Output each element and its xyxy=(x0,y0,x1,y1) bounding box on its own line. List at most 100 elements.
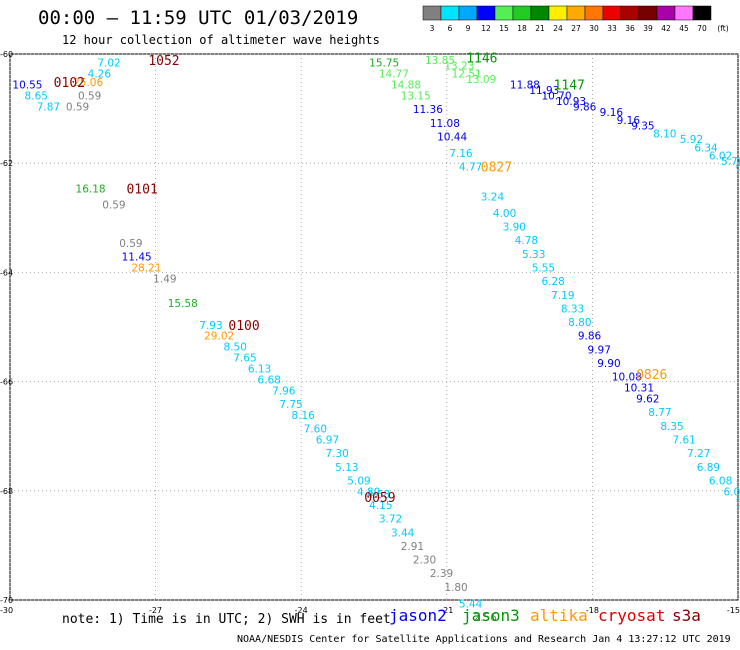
color-scale-swatch xyxy=(602,5,622,21)
wave-height-value: 13.85 xyxy=(425,55,455,67)
wave-height-value: 13.23 xyxy=(444,60,474,72)
lon-tick-label: -30 xyxy=(0,606,13,615)
wave-height-value: 11.36 xyxy=(413,104,443,116)
legend-jason2: jason2 xyxy=(389,606,447,625)
track-time-label: 0100 xyxy=(228,319,259,334)
wave-height-value: 13.09 xyxy=(466,74,496,86)
wave-height-value: 15.75 xyxy=(369,58,399,70)
wave-height-value: 5.44 xyxy=(459,598,483,610)
wave-height-value: 4.77 xyxy=(459,161,482,173)
wave-height-value: 4.26 xyxy=(88,69,112,81)
footer-credit: NOAA/NESDIS Center for Satellite Applica… xyxy=(237,634,731,645)
wave-height-value: 8.50 xyxy=(224,342,247,354)
wave-height-value: 7.61 xyxy=(672,434,695,446)
wave-height-value: 8.33 xyxy=(561,303,584,315)
color-scale-unit: (ft) xyxy=(717,24,728,33)
footer-note: note: 1) Time is in UTC; 2) SWH is in fe… xyxy=(62,612,391,627)
color-scale-label: 12 xyxy=(481,24,491,33)
wave-height-value: 10.08 xyxy=(612,372,642,384)
wave-height-value: 10.31 xyxy=(624,383,654,395)
wave-height-value: 8.77 xyxy=(648,407,671,419)
wave-height-value: 11.88 xyxy=(510,80,540,92)
page-subtitle: 12 hour collection of altimeter wave hei… xyxy=(62,33,380,47)
wave-height-value: 0.59 xyxy=(119,238,142,250)
color-scale-swatch xyxy=(638,5,658,21)
wave-height-value: 5.33 xyxy=(522,249,545,261)
track-time-label: 0059 xyxy=(364,491,395,506)
color-scale-swatch xyxy=(422,5,442,21)
wave-height-value: 6.13 xyxy=(248,363,271,375)
wave-height-value: 5.92 xyxy=(680,134,703,146)
track-time-label: 1146 xyxy=(466,51,497,66)
lon-tick-label: -18 xyxy=(586,606,599,615)
wave-height-value: 2.39 xyxy=(430,568,453,580)
wave-height-value: 6.28 xyxy=(541,276,564,288)
color-scale-swatch xyxy=(656,5,676,21)
wave-height-value: 9.16 xyxy=(600,107,624,119)
wave-height-value: 28.21 xyxy=(131,262,161,274)
color-scale-label: 39 xyxy=(643,24,653,33)
color-scale-swatch xyxy=(620,5,640,21)
wave-height-value: 2.56 xyxy=(473,612,497,624)
wave-height-value: 6.08 xyxy=(709,475,732,487)
wave-height-value: 3.44 xyxy=(391,527,415,539)
wave-height-value: 7.75 xyxy=(279,399,302,411)
wave-height-value: 3.72 xyxy=(379,514,402,526)
wave-height-value: 29.02 xyxy=(204,331,234,343)
wave-height-value: 12.51 xyxy=(452,69,482,81)
wave-height-value: 7.30 xyxy=(325,448,348,460)
lat-tick-label: -62 xyxy=(0,159,13,168)
wave-height-value: 1.80 xyxy=(444,582,467,594)
color-scale-label: 15 xyxy=(499,24,509,33)
wave-height-value: 0.59 xyxy=(66,101,89,113)
wave-height-value: 11.45 xyxy=(122,252,152,264)
wave-height-value: 9.86 xyxy=(573,101,597,113)
wave-height-value: 7.19 xyxy=(551,290,574,302)
wave-height-value: 4.78 xyxy=(515,235,538,247)
wave-height-value: 4.58 xyxy=(367,489,390,501)
wave-height-value: 7.60 xyxy=(304,424,327,436)
wave-height-value: 10.55 xyxy=(12,80,42,92)
wave-height-value: 14.88 xyxy=(391,80,421,92)
track-time-label: 0102 xyxy=(54,76,85,91)
wave-height-value: 9.90 xyxy=(597,358,620,370)
wave-height-value: 9.16 xyxy=(617,115,641,127)
wave-height-value: 11.08 xyxy=(430,118,460,130)
color-scale-swatch xyxy=(674,5,694,21)
wave-height-value: 5.13 xyxy=(335,462,358,474)
wave-height-value: 9.86 xyxy=(578,331,602,343)
wave-height-value: 6.07 xyxy=(723,486,740,498)
color-scale-label: 36 xyxy=(625,24,635,33)
color-scale-label: 42 xyxy=(661,24,671,33)
color-scale-swatch xyxy=(440,5,460,21)
wave-height-value: 0.59 xyxy=(102,200,125,212)
color-scale-label: 21 xyxy=(535,24,545,33)
wave-height-value: 2.30 xyxy=(413,555,436,567)
wave-height-value: 10.44 xyxy=(437,131,467,143)
wave-height-value: 14.77 xyxy=(379,69,409,81)
wave-height-value: 8.80 xyxy=(568,317,591,329)
wave-height-value: 5.09 xyxy=(347,475,370,487)
color-scale-label: 70 xyxy=(697,24,707,33)
lat-tick-label: -60 xyxy=(0,50,13,59)
wave-height-value: 6.97 xyxy=(316,434,339,446)
color-scale-swatch xyxy=(530,5,550,21)
wave-height-value: 1.49 xyxy=(153,273,176,285)
wave-height-value: 8.10 xyxy=(653,129,676,141)
wave-height-value: 4.80 xyxy=(357,486,380,498)
lon-tick-label: -21 xyxy=(440,606,453,615)
wave-height-value: 7.93 xyxy=(199,320,222,332)
wave-height-value: 10.70 xyxy=(541,90,571,102)
color-scale-label: 6 xyxy=(448,24,453,33)
wave-height-value: 6.02 xyxy=(709,151,732,163)
color-scale-label: 9 xyxy=(466,24,471,33)
wave-height-value: 7.02 xyxy=(97,58,120,70)
wave-height-value: 7.87 xyxy=(37,101,60,113)
color-scale-label: 33 xyxy=(607,24,617,33)
wave-height-value: 6.89 xyxy=(697,462,720,474)
wave-height-value: 7.16 xyxy=(449,148,473,160)
color-scale-label: 18 xyxy=(517,24,527,33)
track-time-label: 1052 xyxy=(148,54,179,69)
legend-cryosat: cryosat xyxy=(598,606,666,625)
